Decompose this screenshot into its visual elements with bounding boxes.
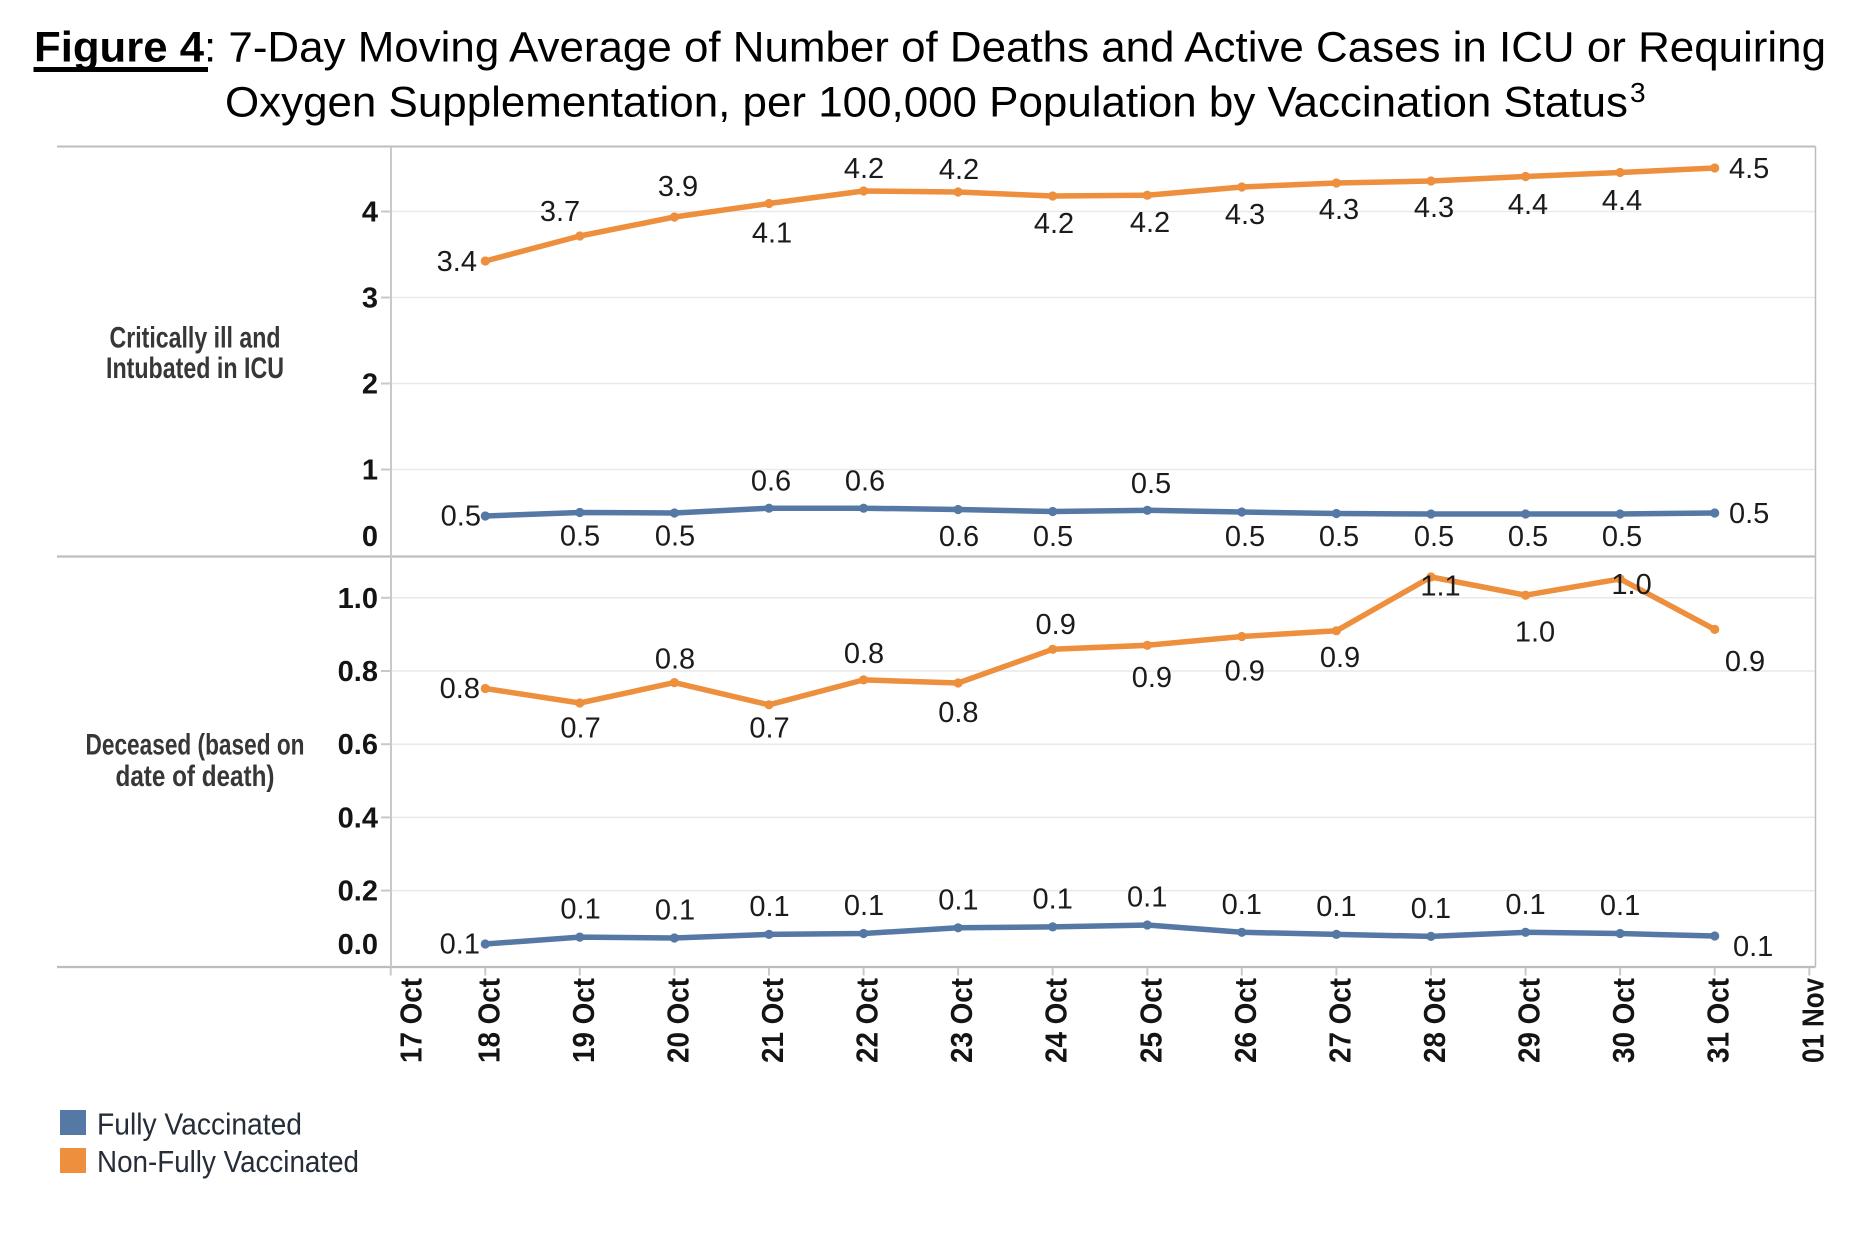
- svg-text:0.1: 0.1: [938, 885, 978, 917]
- svg-text:26 Oct: 26 Oct: [1228, 978, 1263, 1063]
- svg-text:0.5: 0.5: [1225, 521, 1265, 553]
- svg-text:3.7: 3.7: [540, 196, 580, 228]
- svg-text:22 Oct: 22 Oct: [850, 978, 885, 1063]
- svg-text:29 Oct: 29 Oct: [1512, 978, 1547, 1063]
- svg-text:4.1: 4.1: [752, 218, 792, 250]
- svg-text:Oxygen Supplementation, per 10: Oxygen Supplementation, per 100,000 Popu…: [225, 80, 1628, 127]
- svg-text:0.5: 0.5: [1602, 521, 1642, 553]
- svg-text:Non-Fully Vaccinated: Non-Fully Vaccinated: [97, 1144, 359, 1179]
- svg-text:0.6: 0.6: [939, 521, 979, 553]
- svg-text:3.9: 3.9: [658, 171, 698, 203]
- svg-text:17 Oct: 17 Oct: [394, 978, 429, 1063]
- svg-text:Figure 4: Figure 4: [34, 25, 204, 72]
- svg-text:4.2: 4.2: [844, 153, 884, 185]
- svg-text:1.1: 1.1: [1420, 570, 1460, 602]
- svg-text:31 Oct: 31 Oct: [1701, 978, 1736, 1063]
- svg-text:1: 1: [362, 455, 378, 487]
- svg-text:0.1: 0.1: [655, 895, 695, 927]
- svg-text:: 7-Day Moving Average of Numb: : 7-Day Moving Average of Number of Deat…: [204, 25, 1826, 72]
- svg-text:0.1: 0.1: [844, 890, 884, 922]
- svg-text:25 Oct: 25 Oct: [1133, 978, 1168, 1063]
- svg-text:0: 0: [362, 521, 378, 553]
- svg-text:01 Nov: 01 Nov: [1795, 977, 1830, 1063]
- svg-text:Critically ill and: Critically ill and: [110, 321, 281, 354]
- svg-text:0.1: 0.1: [1411, 893, 1451, 925]
- svg-text:0.9: 0.9: [1725, 646, 1765, 678]
- svg-text:4.3: 4.3: [1319, 194, 1359, 226]
- svg-text:0.1: 0.1: [1127, 881, 1167, 913]
- svg-text:0.1: 0.1: [1222, 889, 1262, 921]
- svg-text:0.6: 0.6: [845, 466, 885, 498]
- svg-text:0.5: 0.5: [1033, 521, 1073, 553]
- svg-text:4.5: 4.5: [1729, 153, 1769, 185]
- svg-text:4.3: 4.3: [1225, 199, 1265, 231]
- svg-text:18 Oct: 18 Oct: [471, 978, 506, 1063]
- svg-text:0.7: 0.7: [560, 712, 600, 744]
- svg-text:0.1: 0.1: [440, 929, 480, 961]
- svg-text:28 Oct: 28 Oct: [1417, 978, 1452, 1063]
- svg-text:4.4: 4.4: [1602, 185, 1642, 217]
- svg-text:0.5: 0.5: [655, 521, 695, 553]
- svg-text:0.5: 0.5: [560, 521, 600, 553]
- svg-text:0.8: 0.8: [338, 656, 378, 688]
- svg-text:3: 3: [1630, 77, 1646, 108]
- svg-text:0.2: 0.2: [338, 876, 378, 908]
- svg-text:1.0: 1.0: [338, 583, 378, 615]
- svg-text:0.5: 0.5: [1414, 521, 1454, 553]
- svg-text:0.5: 0.5: [1131, 468, 1171, 500]
- svg-text:24 Oct: 24 Oct: [1039, 978, 1074, 1063]
- svg-text:0.1: 0.1: [1733, 931, 1773, 963]
- svg-text:0.1: 0.1: [749, 891, 789, 923]
- svg-text:2: 2: [362, 369, 378, 401]
- svg-text:0.1: 0.1: [1505, 889, 1545, 921]
- svg-text:0.5: 0.5: [1508, 521, 1548, 553]
- svg-text:4.4: 4.4: [1508, 189, 1548, 221]
- svg-text:Intubated in ICU: Intubated in ICU: [106, 352, 284, 385]
- svg-text:20 Oct: 20 Oct: [660, 978, 695, 1063]
- svg-text:0.6: 0.6: [751, 466, 791, 498]
- svg-text:30 Oct: 30 Oct: [1606, 978, 1641, 1063]
- svg-text:0.5: 0.5: [1319, 521, 1359, 553]
- svg-text:0.1: 0.1: [1033, 884, 1073, 916]
- svg-text:19 Oct: 19 Oct: [566, 978, 601, 1063]
- svg-text:0.4: 0.4: [338, 802, 378, 834]
- svg-text:0.8: 0.8: [655, 644, 695, 676]
- svg-text:0.6: 0.6: [338, 729, 378, 761]
- svg-text:3: 3: [362, 283, 378, 315]
- svg-text:0.7: 0.7: [749, 712, 789, 744]
- svg-text:0.8: 0.8: [844, 638, 884, 670]
- svg-text:0.9: 0.9: [1036, 609, 1076, 641]
- svg-text:Deceased (based on: Deceased (based on: [86, 728, 305, 761]
- svg-text:4.3: 4.3: [1414, 192, 1454, 224]
- svg-text:0.5: 0.5: [441, 501, 481, 533]
- svg-text:27 Oct: 27 Oct: [1322, 978, 1357, 1063]
- svg-text:Fully Vaccinated: Fully Vaccinated: [97, 1107, 302, 1142]
- svg-text:23 Oct: 23 Oct: [944, 978, 979, 1063]
- svg-text:1.0: 1.0: [1611, 569, 1651, 601]
- svg-text:4.2: 4.2: [1034, 208, 1074, 240]
- svg-text:3.4: 3.4: [437, 246, 477, 278]
- svg-text:1.0: 1.0: [1515, 616, 1555, 648]
- svg-text:0.9: 0.9: [1225, 656, 1265, 688]
- svg-text:21 Oct: 21 Oct: [755, 978, 790, 1063]
- svg-text:4.2: 4.2: [939, 154, 979, 186]
- svg-text:0.1: 0.1: [1600, 890, 1640, 922]
- svg-text:4: 4: [362, 197, 378, 229]
- svg-text:0.1: 0.1: [1316, 891, 1356, 923]
- svg-text:date of death): date of death): [116, 760, 275, 793]
- svg-text:0.5: 0.5: [1729, 498, 1769, 530]
- svg-text:0.9: 0.9: [1132, 662, 1172, 694]
- svg-text:4.2: 4.2: [1130, 207, 1170, 239]
- svg-text:0.0: 0.0: [338, 929, 378, 961]
- svg-text:0.8: 0.8: [440, 673, 480, 705]
- svg-text:0.9: 0.9: [1320, 642, 1360, 674]
- svg-text:0.8: 0.8: [938, 697, 978, 729]
- svg-text:0.1: 0.1: [560, 894, 600, 926]
